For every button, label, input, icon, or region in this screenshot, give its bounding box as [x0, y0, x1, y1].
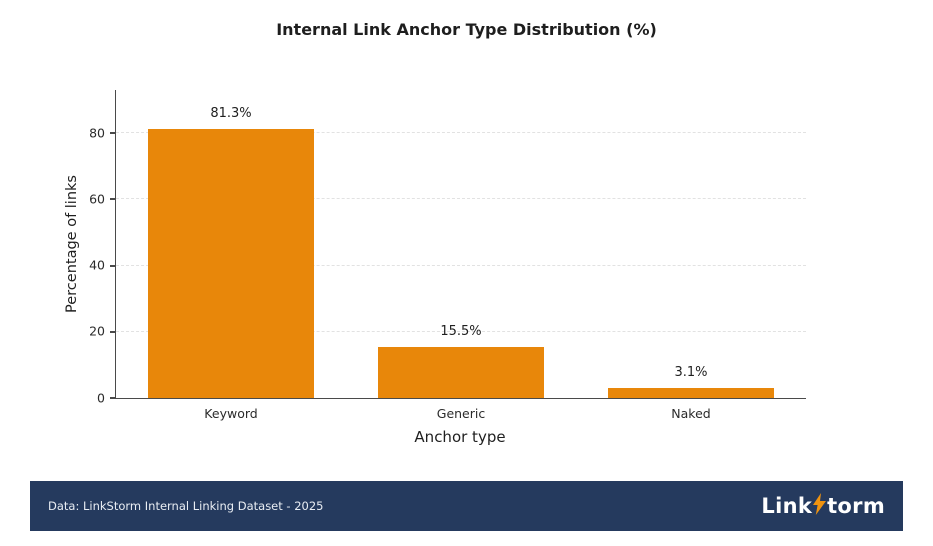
x-tick-label: Naked: [671, 406, 711, 421]
y-tick-label: 60: [89, 191, 105, 207]
bar-value-label: 3.1%: [674, 364, 708, 380]
y-tick-label: 0: [97, 389, 105, 405]
data-source-text: Data: LinkStorm Internal Linking Dataset…: [48, 499, 324, 513]
linkstorm-logo: Link torm: [761, 492, 885, 520]
y-tick-mark: [110, 198, 116, 201]
bar-value-label: 81.3%: [210, 105, 252, 121]
gridline: [116, 198, 806, 200]
y-tick-label: 20: [89, 323, 105, 339]
x-tick-label: Generic: [436, 406, 486, 421]
plot-area: 0 20 40 60 80 81.3% Keyword 15.5% Generic 3.1% Nak…: [89, 90, 806, 421]
gridline: [116, 330, 806, 332]
y-tick-mark: [110, 132, 116, 135]
lightning-bolt-icon: [813, 492, 827, 520]
x-tick-label: Keyword: [204, 406, 258, 421]
y-tick-label: 40: [89, 257, 105, 273]
lightning-bolt-shape: [813, 492, 827, 515]
gridline: [116, 132, 806, 134]
y-axis-label: Percentage of links: [64, 175, 80, 313]
y-tick-mark: [110, 264, 116, 267]
gridline: [116, 264, 806, 266]
footer-bar: Data: LinkStorm Internal Linking Dataset…: [30, 481, 903, 531]
logo-text-suffix: torm: [827, 494, 885, 518]
y-tick-mark: [110, 397, 116, 399]
bar-generic: [378, 346, 544, 398]
y-tick-mark: [110, 330, 116, 333]
chart-title: Internal Link Anchor Type Distribution (…: [276, 20, 657, 39]
bar-keyword: [148, 128, 314, 398]
bar-naked: [608, 387, 774, 398]
lightning-bolt-svg: [813, 492, 827, 515]
y-tick-label: 80: [89, 124, 105, 140]
x-axis-label: Anchor type: [414, 428, 506, 446]
bar-value-label: 15.5%: [440, 323, 482, 339]
logo-text-prefix: Link: [761, 494, 813, 518]
